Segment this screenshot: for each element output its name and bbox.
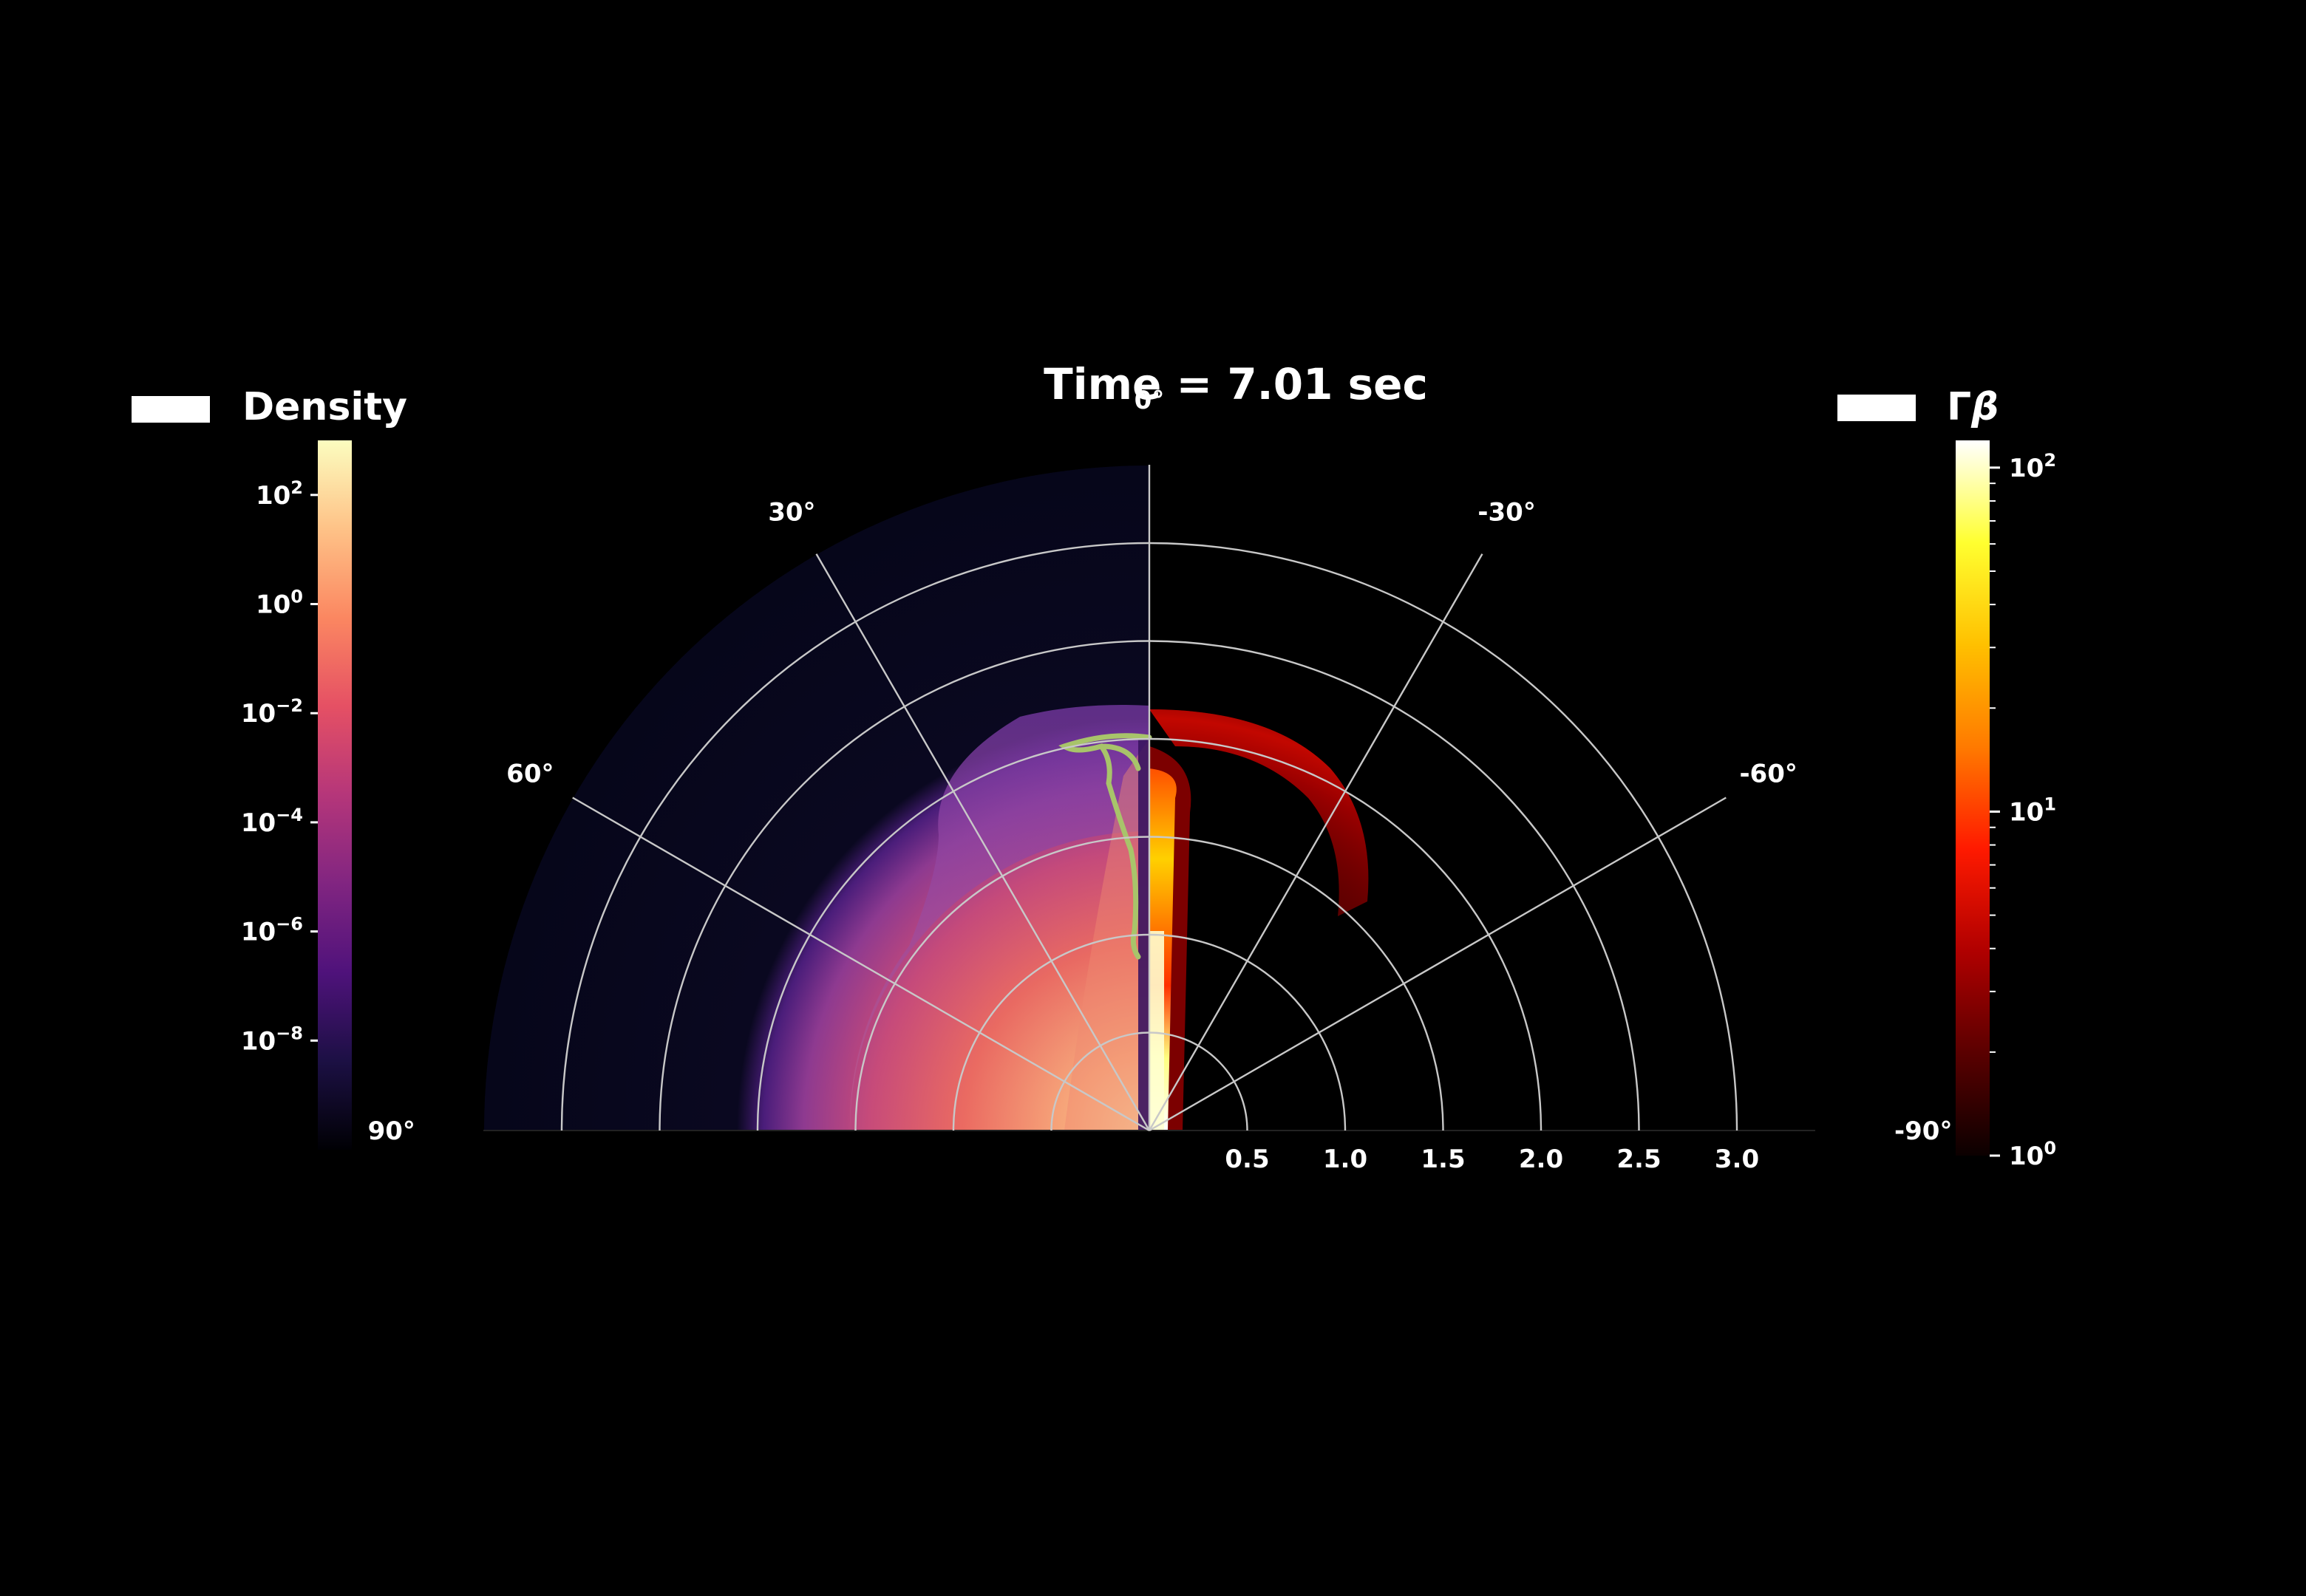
angular-grid-line [1149,797,1727,1132]
angular-grid-line [815,553,1151,1131]
contour-line [1058,733,1152,960]
density-colorbar-tick-label: 10−2 [241,695,303,729]
angular-tick-label: 0° [1135,386,1165,415]
density-colorbar-tick-label: 100 [256,587,303,620]
gamma-beta-colorbar: Γβ 102 101 100 [1837,385,2056,1171]
angular-grid-line [1148,553,1483,1131]
angular-tick-label: 60° [506,759,554,788]
radial-tick-label: 2.5 [1616,1145,1661,1174]
angular-tick-label: 30° [768,497,815,527]
angular-tick-labels: 90° 60° 30° 0° -30° -60° -90° [368,386,1953,1146]
density-colorbar: Density 102 100 10−2 10−4 10−6 10−8 [132,385,407,1150]
density-field [484,466,1149,1130]
radial-tick-label: 2.0 [1519,1145,1563,1174]
chart-title: Time = 7.01 sec [1044,359,1428,409]
angular-grid-line [572,797,1150,1132]
density-colorbar-tick-label: 10−8 [241,1023,303,1056]
gamma-beta-colorbar-gradient [1956,440,1990,1156]
radial-tick-labels: 0.5 1.0 1.5 2.0 2.5 3.0 [1225,1145,1759,1174]
density-colorbar-label: Density [242,385,407,429]
angular-tick-label: -60° [1739,759,1797,788]
density-colorbar-tick-label: 10−4 [241,805,303,838]
radial-tick-label: 3.0 [1715,1145,1759,1174]
density-legend-swatch [132,396,210,423]
polar-grid [483,465,1815,1132]
gamma-beta-field [1149,709,1369,1130]
angular-tick-label: -30° [1477,497,1535,527]
gamma-beta-legend-swatch [1837,395,1916,421]
gamma-beta-colorbar-tick-label: 100 [2009,1138,2056,1171]
density-colorbar-tick-label: 10−6 [241,914,303,947]
angular-tick-label: 90° [368,1116,415,1146]
radial-tick-label: 1.0 [1323,1145,1367,1174]
density-colorbar-tick-label: 102 [256,477,303,511]
radial-tick-label: 1.5 [1421,1145,1465,1174]
gamma-beta-colorbar-label: Γβ [1947,385,1999,429]
density-colorbar-gradient [318,440,352,1150]
radial-tick-label: 0.5 [1225,1145,1269,1174]
angular-tick-label: -90° [1894,1116,1952,1146]
gamma-beta-colorbar-tick-label: 101 [2009,794,2056,827]
gamma-beta-colorbar-tick-label: 102 [2009,450,2056,483]
